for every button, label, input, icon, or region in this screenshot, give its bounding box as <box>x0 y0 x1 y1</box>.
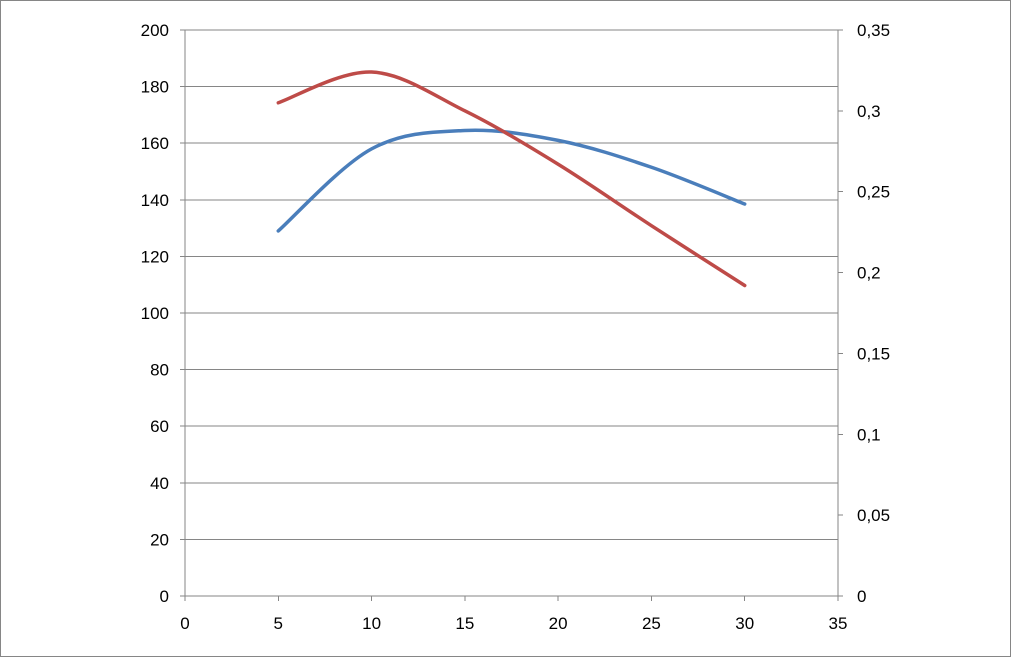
x-tick-label: 10 <box>362 614 381 633</box>
gridlines <box>185 29 838 540</box>
data-point-series-2 <box>370 70 374 74</box>
y-tick-label: 200 <box>141 21 169 40</box>
y2-tick-label: 0,1 <box>857 425 881 444</box>
y2-tick-label: 0,25 <box>857 183 890 202</box>
y2-tick-label: 0,35 <box>857 21 890 40</box>
data-point-series-1 <box>743 202 747 206</box>
y2-tick-label: 0 <box>857 587 866 606</box>
data-point-series-1 <box>556 138 560 142</box>
y-tick-label: 20 <box>150 530 169 549</box>
series-line-1 <box>276 128 747 233</box>
y-tick-label: 0 <box>160 587 169 606</box>
series-lines <box>276 70 747 288</box>
y2-tick-label: 0,2 <box>857 264 881 283</box>
y-tick-label: 60 <box>150 417 169 436</box>
y2-tick-label: 0,05 <box>857 506 890 525</box>
y2-tick-label: 0,3 <box>857 102 881 121</box>
data-point-series-1 <box>463 128 467 132</box>
y-tick-label: 100 <box>141 304 169 323</box>
data-point-series-1 <box>649 165 653 169</box>
x-tick-label: 20 <box>549 614 568 633</box>
y-tick-label: 40 <box>150 474 169 493</box>
data-point-series-2 <box>556 162 560 166</box>
y-tick-label: 180 <box>141 78 169 97</box>
tick-labels: 02040608010012014016018020000,050,10,150… <box>141 21 890 633</box>
x-tick-label: 5 <box>274 614 283 633</box>
x-tick-label: 35 <box>829 614 848 633</box>
y-tick-label: 120 <box>141 247 169 266</box>
x-tick-label: 25 <box>642 614 661 633</box>
data-point-series-2 <box>649 224 653 228</box>
series-line-2 <box>276 70 747 288</box>
data-point-series-1 <box>276 229 280 233</box>
axes <box>180 29 843 601</box>
data-point-series-2 <box>743 284 747 288</box>
y-tick-label: 80 <box>150 361 169 380</box>
data-point-series-1 <box>370 147 374 151</box>
x-tick-label: 30 <box>735 614 754 633</box>
y2-tick-label: 0,15 <box>857 344 890 363</box>
data-point-series-2 <box>463 109 467 113</box>
x-tick-label: 0 <box>180 614 189 633</box>
y-tick-label: 140 <box>141 191 169 210</box>
data-point-series-2 <box>276 101 280 105</box>
x-tick-label: 15 <box>455 614 474 633</box>
y-tick-label: 160 <box>141 134 169 153</box>
